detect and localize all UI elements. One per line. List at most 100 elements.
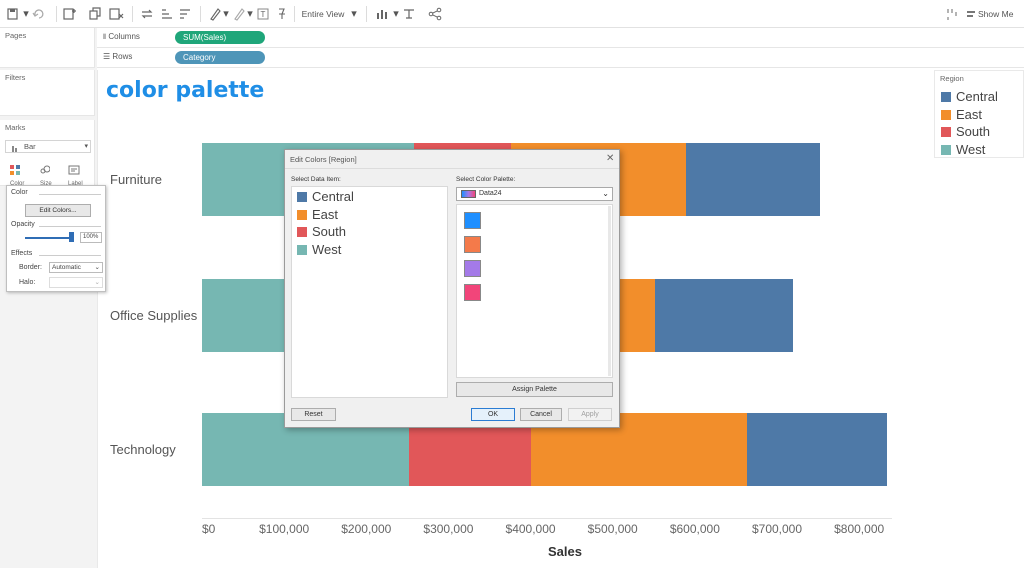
sort-descending-icon[interactable] [178, 5, 192, 23]
show-me-icon[interactable] [944, 5, 960, 23]
border-select[interactable]: Automatic ⌄ [49, 262, 103, 273]
mark-type-select[interactable]: Bar ▾ [5, 140, 91, 153]
rows-shelf-label: ☰ Rows [103, 52, 133, 61]
highlight-icon[interactable] [208, 5, 222, 23]
opacity-slider-fill [25, 237, 73, 239]
pages-title: Pages [5, 31, 27, 40]
color-mark-label: Color [10, 181, 25, 187]
swatch-scrollbar[interactable] [608, 206, 611, 376]
label-mark-button[interactable]: Label [68, 162, 88, 187]
share-icon[interactable] [428, 5, 442, 23]
chevron-down-icon: ⌄ [94, 264, 100, 271]
x-tick-label: $200,000 [341, 522, 392, 536]
opacity-slider-thumb[interactable] [69, 232, 74, 242]
divider [39, 255, 101, 256]
border-label: Border: [19, 264, 42, 271]
data-item[interactable]: East [297, 207, 338, 223]
show-me-button[interactable]: Show Me [978, 9, 1014, 19]
halo-select[interactable]: ⌄ [49, 277, 103, 288]
data-item-label: Central [312, 189, 354, 204]
reset-button[interactable]: Reset [291, 408, 336, 421]
chevron-down-icon[interactable]: ▾ [23, 8, 29, 20]
ok-button[interactable]: OK [471, 408, 515, 421]
edit-colors-button[interactable]: Edit Colors... [25, 204, 91, 217]
legend-swatch [941, 127, 951, 137]
category-label: Technology [110, 442, 176, 457]
show-labels-icon[interactable] [374, 5, 392, 23]
palette-swatch[interactable] [464, 212, 481, 229]
data-item-swatch [297, 209, 307, 220]
assign-palette-button[interactable]: Assign Palette [456, 382, 613, 397]
x-tick-label: $700,000 [751, 522, 803, 536]
marks-title: Marks [5, 123, 26, 132]
palette-select[interactable]: Data24 ⌄ [456, 187, 613, 201]
legend-item[interactable]: West [941, 142, 985, 158]
size-mark-button[interactable]: Size [40, 162, 60, 187]
toolbar: ▾ ▾ ▾ T Entire View ▾ ▾ [0, 0, 1024, 28]
sort-ascending-icon[interactable] [160, 5, 174, 23]
palette-swatch[interactable] [464, 260, 481, 277]
chevron-down-icon[interactable]: ▾ [223, 8, 229, 20]
legend-swatch [941, 109, 951, 120]
filters-card[interactable]: Filters [0, 70, 95, 116]
marks-card: Marks Bar ▾ Color Size Label [0, 120, 95, 187]
columns-shelf[interactable]: ⦀ Columns SUM(Sales) [97, 28, 1024, 48]
cancel-button[interactable]: Cancel [520, 408, 562, 421]
data-item-label: West [312, 241, 342, 257]
presentation-icon[interactable] [402, 5, 416, 23]
chevron-down-icon[interactable]: ▾ [393, 8, 399, 20]
pin-icon[interactable] [274, 5, 288, 23]
label-icon [68, 165, 80, 175]
duplicate-icon[interactable] [88, 5, 102, 23]
data-item-label: East [312, 206, 339, 222]
category-label: Office Supplies [110, 308, 198, 323]
color-legend[interactable]: Region Central East South West [934, 70, 1024, 158]
chevron-down-icon[interactable]: ▾ [351, 8, 357, 20]
columns-icon: ⦀ [103, 34, 107, 41]
legend-item[interactable]: South [941, 124, 990, 140]
apply-button[interactable]: Apply [568, 408, 612, 421]
bar-segment[interactable] [655, 279, 793, 352]
opacity-label: Opacity [11, 221, 35, 228]
opacity-value-input[interactable]: 100% [80, 232, 102, 243]
group-icon[interactable] [232, 5, 246, 23]
save-icon[interactable] [6, 5, 20, 23]
pages-card[interactable]: Pages [0, 28, 95, 68]
legend-item[interactable]: East [941, 107, 982, 123]
legend-swatch [941, 92, 951, 102]
label-mark-label: Label [68, 181, 83, 187]
undo-icon[interactable] [32, 5, 46, 23]
legend-item[interactable]: Central [941, 89, 998, 105]
color-mark-button[interactable]: Color [10, 162, 30, 187]
data-item[interactable]: Central [297, 189, 354, 205]
data-item[interactable]: South [297, 224, 346, 240]
divider [285, 168, 619, 169]
x-axis-title: Sales [548, 544, 582, 559]
sales-pill[interactable]: SUM(Sales) [175, 31, 265, 44]
new-worksheet-icon[interactable] [62, 5, 78, 23]
fit-dropdown[interactable]: Entire View [301, 9, 345, 19]
bar-segment[interactable] [685, 143, 820, 216]
select-palette-label: Select Color Palette: [456, 176, 516, 183]
chevron-down-icon: ▾ [84, 143, 88, 150]
chevron-down-icon: ⌄ [94, 279, 100, 286]
close-icon[interactable]: ✕ [606, 153, 615, 164]
rows-shelf[interactable]: ☰ Rows Category [97, 48, 1024, 68]
left-pane [0, 28, 97, 568]
palette-swatch[interactable] [464, 284, 481, 301]
category-label: Furniture [110, 172, 163, 187]
category-pill[interactable]: Category [175, 51, 265, 64]
chevron-down-icon[interactable]: ▾ [247, 8, 253, 20]
rows-icon: ☰ [103, 52, 111, 61]
divider [39, 226, 101, 227]
labels-icon[interactable]: T [256, 5, 270, 23]
data-item[interactable]: West [297, 242, 341, 258]
size-mark-label: Size [40, 181, 52, 187]
bar-segment[interactable] [747, 413, 888, 486]
data-item-swatch [297, 227, 307, 237]
effects-label: Effects [11, 250, 33, 257]
clear-sheet-icon[interactable] [108, 5, 124, 23]
swap-icon[interactable] [140, 5, 154, 23]
palette-swatch[interactable] [464, 236, 481, 253]
legend-label: Central [956, 89, 998, 104]
